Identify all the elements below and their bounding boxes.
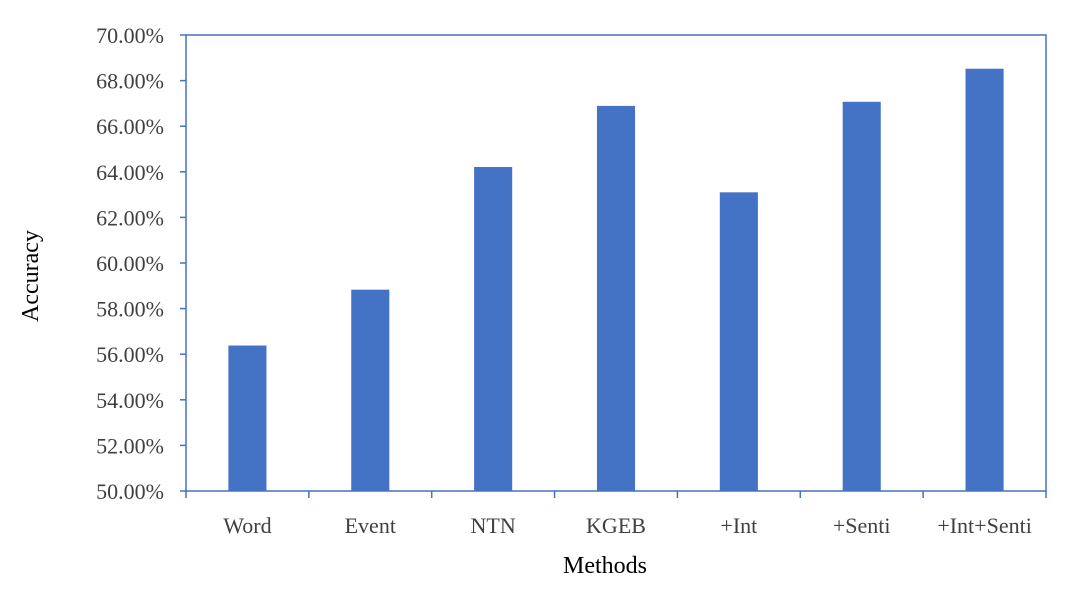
x-tick-label: +Senti bbox=[833, 513, 891, 538]
y-tick-label: 58.00% bbox=[96, 297, 164, 322]
x-tick-label: Event bbox=[345, 513, 396, 538]
x-tick-label: Word bbox=[223, 513, 271, 538]
y-axis-ticks: 50.00% 52.00% 54.00% 56.00% 58.00% 60.00% 62.0… bbox=[96, 23, 186, 504]
x-tick-label: +Int+Senti bbox=[937, 513, 1031, 538]
y-tick-label: 56.00% bbox=[96, 342, 164, 367]
bar-senti bbox=[842, 101, 881, 491]
x-tick-label: +Int bbox=[720, 513, 757, 538]
bar-event bbox=[351, 289, 390, 491]
x-tick-label: NTN bbox=[471, 513, 516, 538]
y-tick-label: 66.00% bbox=[96, 114, 164, 139]
bar-word bbox=[228, 345, 267, 491]
y-tick-label: 54.00% bbox=[96, 388, 164, 413]
plot-frame bbox=[185, 34, 1047, 492]
y-tick-label: 70.00% bbox=[96, 23, 164, 48]
y-tick-label: 64.00% bbox=[96, 160, 164, 185]
x-axis-title: Methods bbox=[563, 553, 647, 579]
y-tick-label: 50.00% bbox=[96, 479, 164, 504]
bar-ntn bbox=[474, 167, 513, 491]
x-axis-ticks bbox=[185, 491, 1047, 498]
y-tick-label: 52.00% bbox=[96, 433, 164, 458]
bar-int bbox=[719, 192, 758, 491]
y-tick-label: 68.00% bbox=[96, 69, 164, 94]
y-axis-title: Accuracy bbox=[18, 230, 44, 322]
bar-int-senti bbox=[965, 68, 1004, 491]
bar-kgeb bbox=[596, 105, 636, 492]
y-tick-label: 60.00% bbox=[96, 251, 164, 276]
y-tick-label: 62.00% bbox=[96, 205, 164, 230]
bars bbox=[228, 68, 1004, 492]
x-axis-labels: Word Event NTN KGEB +Int +Senti +Int+Senti bbox=[223, 513, 1032, 538]
x-tick-label: KGEB bbox=[586, 513, 646, 538]
